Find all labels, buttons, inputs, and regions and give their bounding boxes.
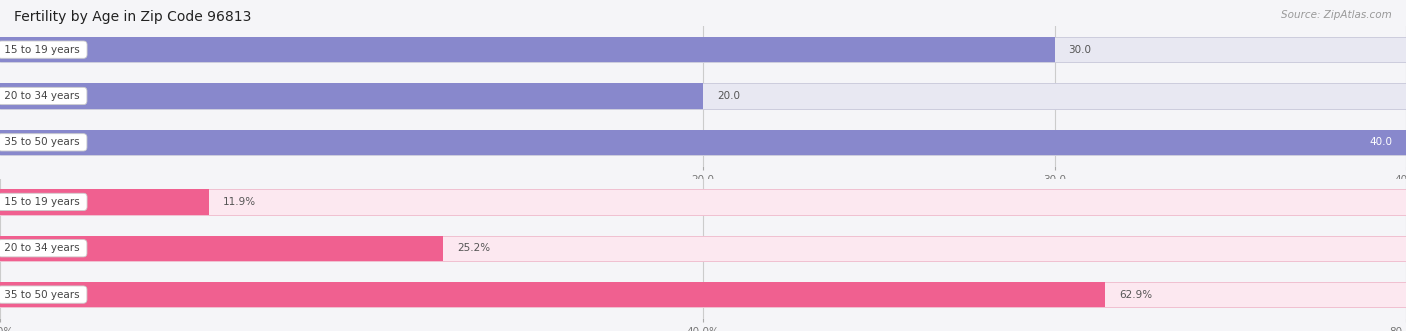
- Bar: [0, 129, 1406, 155]
- Bar: [0, 83, 703, 109]
- Bar: [0, 189, 1406, 215]
- Text: 15 to 19 years: 15 to 19 years: [1, 197, 83, 207]
- Text: 40.0: 40.0: [1369, 137, 1392, 147]
- Text: 35 to 50 years: 35 to 50 years: [1, 137, 83, 147]
- Text: 20 to 34 years: 20 to 34 years: [1, 91, 83, 101]
- Bar: [0, 282, 1105, 307]
- Bar: [0, 236, 1406, 261]
- Text: 62.9%: 62.9%: [1119, 290, 1153, 300]
- Bar: [0, 37, 1054, 62]
- Text: 11.9%: 11.9%: [224, 197, 256, 207]
- Bar: [0, 282, 1406, 307]
- Bar: [0, 129, 1406, 155]
- Text: 35 to 50 years: 35 to 50 years: [1, 290, 83, 300]
- Text: 25.2%: 25.2%: [457, 243, 491, 253]
- Text: 15 to 19 years: 15 to 19 years: [1, 45, 83, 55]
- Text: 30.0: 30.0: [1069, 45, 1091, 55]
- Bar: [0, 189, 209, 215]
- Bar: [0, 83, 1406, 109]
- Text: Fertility by Age in Zip Code 96813: Fertility by Age in Zip Code 96813: [14, 10, 252, 24]
- Text: 20.0: 20.0: [717, 91, 740, 101]
- Text: Source: ZipAtlas.com: Source: ZipAtlas.com: [1281, 10, 1392, 20]
- Bar: [0, 236, 443, 261]
- Text: 20 to 34 years: 20 to 34 years: [1, 243, 83, 253]
- Bar: [0, 37, 1406, 62]
